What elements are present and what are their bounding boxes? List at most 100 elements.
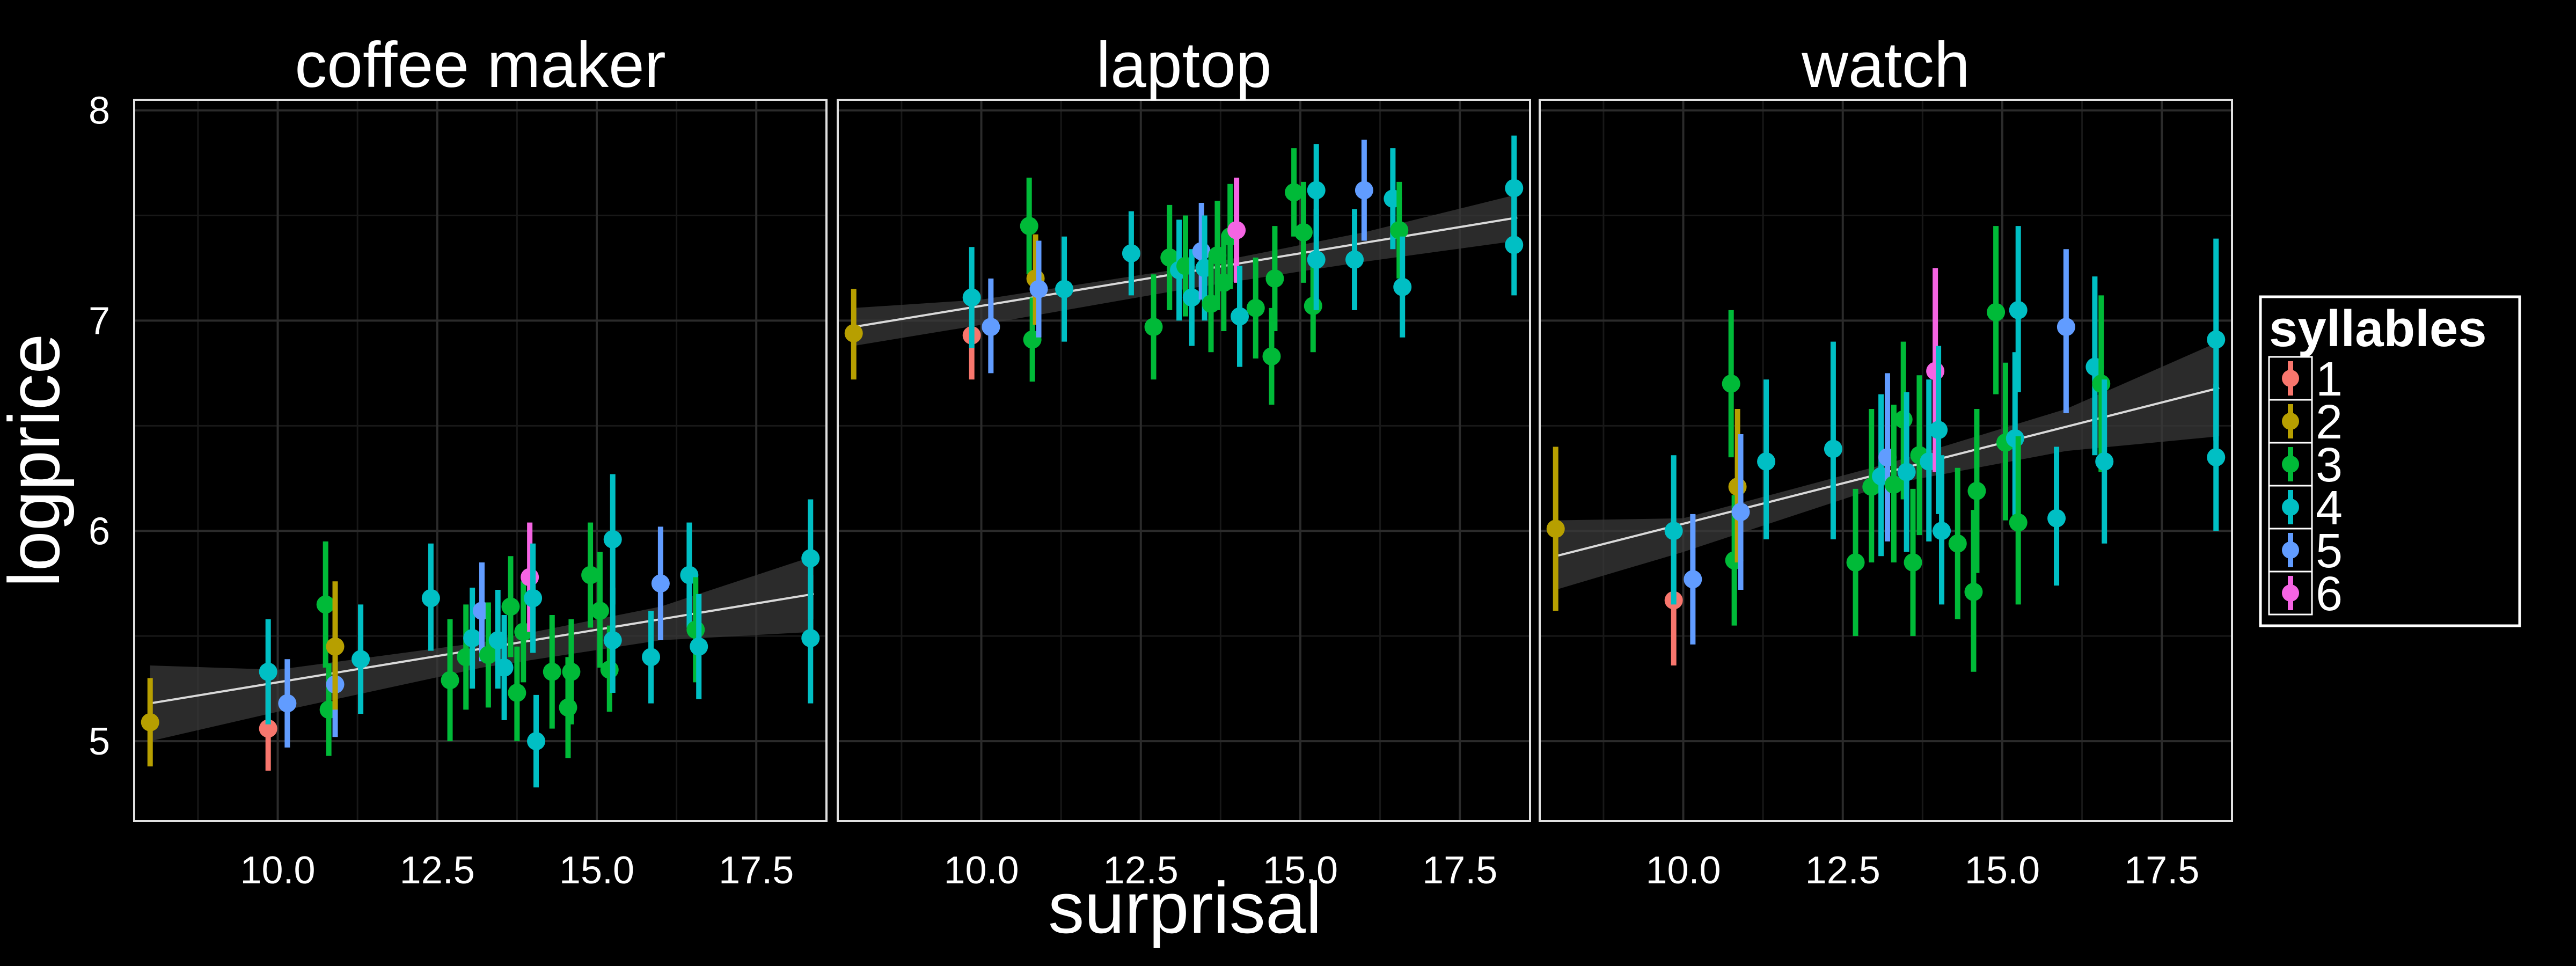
point-marker (690, 637, 708, 656)
point-marker (2057, 318, 2075, 336)
data-point (326, 581, 345, 710)
point-marker (1505, 179, 1524, 197)
panel-watch: watch 10.0 12.5 15.0 17.5 (1539, 29, 2233, 892)
data-point (316, 541, 335, 668)
data-point (603, 474, 622, 605)
data-point (1929, 346, 1948, 514)
data-point (1182, 249, 1201, 346)
point-marker (1505, 236, 1524, 254)
legend-label: 5 (2316, 524, 2343, 578)
point-marker (1262, 347, 1281, 366)
point-marker (1722, 374, 1740, 393)
point-marker (590, 602, 609, 620)
data-point (527, 694, 546, 788)
point-marker (352, 650, 370, 669)
legend-entry: 6 (2268, 567, 2343, 621)
data-point (543, 615, 561, 729)
data-point (1294, 181, 1313, 283)
point-marker (1020, 217, 1038, 236)
point-marker (600, 660, 619, 679)
point-marker (141, 713, 159, 731)
point-marker (1231, 307, 1249, 326)
data-point (1846, 488, 1865, 636)
data-point (1664, 455, 1683, 605)
point-marker (1846, 553, 1865, 572)
data-point (1390, 181, 1409, 279)
y-tick-label: 7 (89, 299, 110, 342)
point-marker (1029, 280, 1048, 298)
point-marker (1728, 477, 1747, 496)
point-marker (801, 549, 820, 568)
data-point (1505, 194, 1524, 296)
point-marker (962, 288, 981, 307)
data-point (2095, 379, 2114, 544)
point-marker (1285, 183, 1304, 202)
point-marker (1393, 277, 1412, 296)
data-point (2009, 226, 2028, 392)
legend-key-point (2282, 499, 2299, 516)
x-tick-label: 15.0 (1263, 849, 1338, 892)
panel-border (133, 99, 828, 822)
point-marker (1307, 181, 1326, 200)
panel-title: laptop (1096, 29, 1272, 101)
y-tick-label: 8 (89, 90, 110, 133)
data-point (463, 588, 482, 689)
legend-key-point (2282, 541, 2299, 559)
data-point (1265, 226, 1284, 332)
data-point (1884, 405, 1903, 563)
data-point (1020, 177, 1038, 275)
x-tick-label: 15.0 (559, 849, 634, 892)
data-point (141, 678, 159, 767)
legend-entry: 3 (2268, 438, 2343, 492)
data-point (1757, 379, 1776, 539)
point-marker (1684, 570, 1702, 589)
data-point (1227, 177, 1246, 283)
point-marker (2095, 452, 2114, 471)
point-marker (1929, 421, 1948, 440)
point-marker (651, 574, 670, 593)
point-marker (1294, 223, 1313, 241)
y-axis-title: logprice (0, 334, 75, 588)
legend-label: 1 (2316, 353, 2343, 406)
data-point (2057, 249, 2075, 413)
data-point (1285, 148, 1304, 237)
data-point (690, 594, 708, 699)
point-marker (1160, 248, 1179, 267)
point-marker (543, 662, 561, 681)
point-marker (1192, 242, 1211, 261)
point-marker (1987, 303, 2006, 321)
panel-border (1539, 99, 2233, 822)
data-point (1897, 392, 1916, 552)
point-marker (1307, 250, 1326, 269)
point-marker (1664, 522, 1683, 540)
data-point (2047, 447, 2066, 586)
point-marker (1967, 481, 1986, 500)
point-marker (2047, 509, 2066, 528)
legend-entry: 4 (2268, 481, 2343, 535)
x-tick-label: 17.5 (719, 849, 794, 892)
x-tick-label: 17.5 (2124, 849, 2199, 892)
data-point (1144, 274, 1163, 380)
axes-layer: surprisal logprice 5 6 7 8 (0, 90, 1322, 948)
x-tick-label: 10.0 (1645, 849, 1721, 892)
data-point (1393, 236, 1412, 338)
point-marker (844, 324, 863, 342)
data-point (962, 247, 981, 348)
point-marker (521, 568, 539, 587)
point-marker (1884, 475, 1903, 494)
point-marker (326, 637, 345, 656)
data-point (1231, 266, 1249, 367)
legend-entry: 1 (2268, 353, 2343, 406)
point-marker (278, 694, 297, 713)
data-point (1122, 211, 1140, 296)
data-point (2009, 436, 2028, 605)
point-marker (1246, 298, 1265, 317)
data-point (1731, 434, 1750, 590)
point-marker (559, 698, 577, 717)
data-point (524, 543, 543, 653)
data-point (651, 526, 670, 641)
legend-key-point (2282, 456, 2299, 473)
